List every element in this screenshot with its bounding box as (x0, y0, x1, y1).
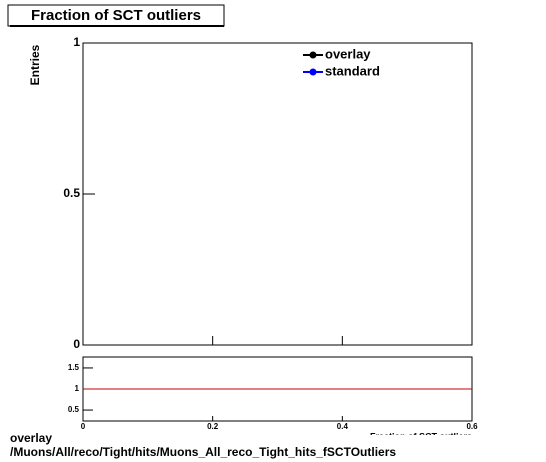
y-tick-label: 1 (73, 35, 80, 49)
y-axis-label: Entries (28, 44, 42, 85)
legend-marker (309, 68, 317, 76)
chart-title: Fraction of SCT outliers (31, 7, 201, 24)
ratio-y-tick-label: 0.5 (68, 405, 80, 414)
legend-label: overlay (325, 46, 371, 61)
x-tick-label: 0.6 (466, 422, 478, 431)
legend-marker (309, 51, 317, 59)
x-tick-label: 0.4 (337, 422, 349, 431)
y-tick-label: 0.5 (63, 186, 80, 200)
x-axis-label: Fraction of SCT outliers (370, 431, 472, 441)
x-tick-label: 0.2 (207, 422, 219, 431)
x-tick-label: 0 (81, 422, 86, 431)
ratio-y-tick-label: 1.5 (68, 363, 80, 372)
legend-label: standard (325, 63, 380, 78)
footer: overlay (10, 431, 52, 445)
y-tick-label: 0 (73, 337, 80, 351)
footer: /Muons/All/reco/Tight/hits/Muons_All_rec… (10, 445, 396, 459)
ratio-y-tick-label: 1 (75, 384, 80, 393)
